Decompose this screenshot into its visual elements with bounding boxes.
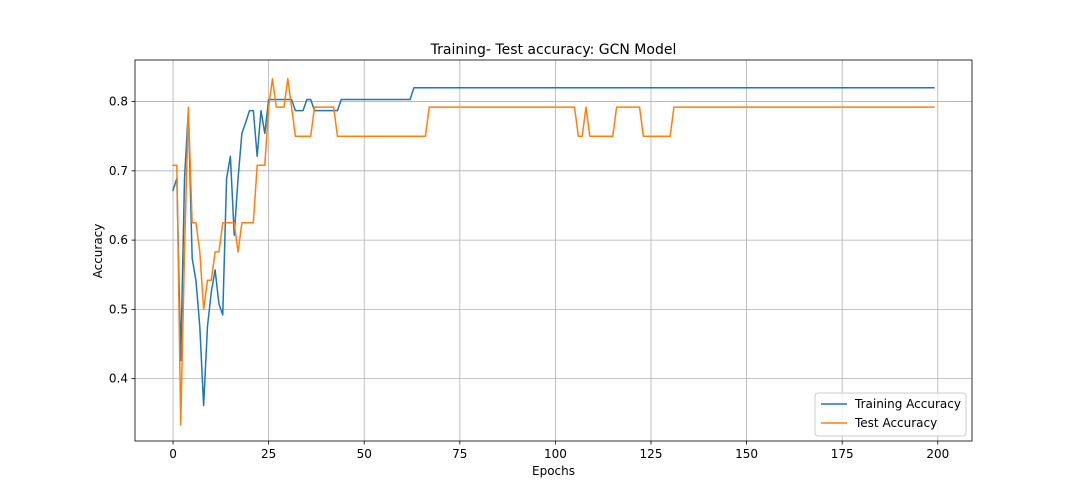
y-tick-label: 0.6: [109, 233, 128, 247]
series-line-training-accuracy: [172, 86, 935, 407]
y-tick-label: 0.4: [109, 372, 128, 386]
legend-box: [814, 392, 967, 437]
y-tick-label: 0.5: [109, 302, 128, 316]
x-tick-label: 25: [261, 447, 276, 461]
grid-lines: [135, 60, 972, 441]
plot-frame: [134, 59, 973, 442]
x-tick-label: 175: [831, 447, 854, 461]
legend-label-test: Test Accuracy: [854, 416, 937, 430]
series-line-test-accuracy: [172, 77, 935, 426]
y-tick-label: 0.8: [109, 95, 128, 109]
x-axis-ticks: 0 25 50 75 100 125 150 175 200: [169, 441, 949, 461]
legend-label-training: Training Accuracy: [854, 397, 961, 411]
x-tick-label: 125: [640, 447, 663, 461]
x-tick-label: 200: [926, 447, 949, 461]
x-axis-title: Epochs: [532, 464, 575, 478]
legend: Training Accuracy Test Accuracy: [814, 392, 967, 437]
series-layer: [172, 77, 935, 426]
x-tick-label: 100: [544, 447, 567, 461]
x-tick-label: 0: [169, 447, 177, 461]
y-tick-label: 0.7: [109, 164, 128, 178]
y-axis-ticks: 0.4 0.5 0.6 0.7 0.8: [109, 95, 135, 386]
y-axis-title: Accuracy: [91, 224, 105, 279]
x-tick-label: 150: [735, 447, 758, 461]
x-tick-label: 50: [357, 447, 372, 461]
x-tick-label: 75: [452, 447, 467, 461]
chart-title: Training- Test accuracy: GCN Model: [430, 42, 677, 58]
